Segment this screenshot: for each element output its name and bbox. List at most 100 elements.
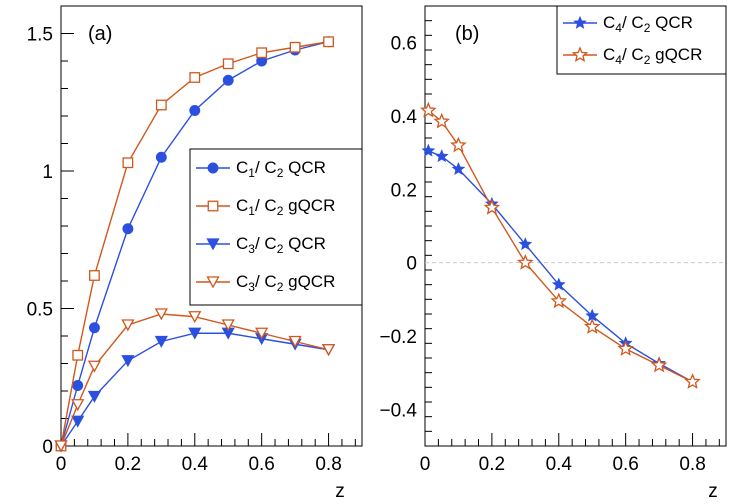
y-tick-label: 1.5 bbox=[27, 25, 53, 46]
data-point bbox=[121, 355, 135, 368]
legend-label-part: / C bbox=[255, 234, 277, 253]
data-point bbox=[551, 277, 566, 291]
data-point bbox=[450, 136, 467, 153]
x-tick-label: 0.6 bbox=[612, 454, 638, 475]
panel-label: (b) bbox=[455, 23, 479, 45]
legend-label: C4/ C2 QCR bbox=[603, 13, 693, 35]
x-tick-label: 0.4 bbox=[546, 454, 573, 475]
y-tick-label: 1 bbox=[42, 162, 53, 183]
x-axis-title: z bbox=[335, 481, 345, 502]
data-point bbox=[434, 149, 449, 163]
legend-label: C1/ C2 QCR bbox=[236, 158, 326, 180]
legend-box bbox=[556, 5, 727, 75]
x-tick-label: 0.8 bbox=[679, 454, 705, 475]
data-point bbox=[54, 440, 68, 453]
data-point bbox=[256, 47, 268, 59]
data-point bbox=[222, 58, 234, 70]
data-point bbox=[323, 36, 334, 48]
legend-label-part: QCR bbox=[283, 158, 326, 177]
data-point bbox=[188, 327, 202, 340]
data-point bbox=[420, 101, 437, 118]
legend-marker bbox=[207, 162, 219, 174]
legend-label-part: / C bbox=[622, 45, 644, 64]
data-point bbox=[87, 360, 102, 373]
legend-label-part: C bbox=[236, 196, 248, 215]
legend-marker bbox=[206, 276, 220, 289]
y-tick-label: −0.4 bbox=[379, 400, 417, 421]
data-point bbox=[89, 270, 100, 281]
legend-marker bbox=[573, 15, 587, 29]
data-point bbox=[518, 237, 533, 251]
legend-label-part: / C bbox=[622, 13, 644, 32]
panel-b: 0 0.2 0.4 0.6 0.8−0.4−0.200.20.40.6z(b)C4/ C… bbox=[379, 5, 727, 502]
data-point bbox=[421, 143, 436, 157]
data-point bbox=[87, 390, 102, 403]
series-c3-c2-gqcr bbox=[54, 308, 336, 453]
data-point bbox=[71, 415, 85, 428]
legend-label-subscript: 2 bbox=[644, 53, 651, 67]
x-tick-label: 0.8 bbox=[315, 454, 341, 475]
x-axis-title: z bbox=[708, 481, 718, 502]
legend-label-subscript: 1 bbox=[248, 204, 255, 218]
data-point bbox=[122, 223, 134, 235]
legend-entry: C1/ C2 gQCR bbox=[196, 196, 335, 218]
legend-label-part: C bbox=[236, 234, 248, 253]
data-point bbox=[122, 157, 134, 169]
legend-entry: C3/ C2 gQCR bbox=[196, 272, 335, 294]
legend-label-part: C bbox=[603, 13, 615, 32]
data-point bbox=[88, 322, 100, 334]
legend-label: C3/ C2 gQCR bbox=[236, 272, 335, 294]
series-c4-c2-gqcr bbox=[420, 101, 701, 389]
y-tick-label: 0.2 bbox=[391, 180, 417, 201]
series-line bbox=[60, 313, 329, 447]
legend-label-subscript: 3 bbox=[248, 280, 255, 294]
data-point bbox=[550, 292, 568, 309]
series-line bbox=[60, 332, 329, 447]
legend-entry: C1/ C2 QCR bbox=[196, 158, 326, 180]
x-tick-label: 0.6 bbox=[248, 454, 274, 475]
legend-label-subscript: 4 bbox=[615, 53, 622, 67]
legend-label-part: / C bbox=[255, 196, 277, 215]
y-tick-label: 0.4 bbox=[391, 107, 418, 128]
y-tick-label: 0.5 bbox=[27, 300, 53, 321]
legend-label-subscript: 1 bbox=[248, 166, 255, 180]
data-point bbox=[72, 349, 84, 361]
data-point bbox=[189, 105, 201, 116]
legend-box bbox=[189, 148, 363, 306]
legend-label-subscript: 2 bbox=[277, 280, 284, 294]
data-point bbox=[154, 335, 168, 348]
legend-entry: C4/ C2 QCR bbox=[563, 13, 693, 35]
x-tick-label: 0 bbox=[420, 454, 431, 475]
legend-label-part: C bbox=[236, 158, 248, 177]
series-line bbox=[60, 41, 329, 447]
legend-label-part: gQCR bbox=[283, 196, 335, 215]
legend-label-part: C bbox=[236, 272, 248, 291]
legend-marker bbox=[207, 200, 219, 212]
legend-label-part: C bbox=[603, 45, 615, 64]
legend-label-part: QCR bbox=[650, 13, 693, 32]
data-point bbox=[255, 327, 269, 340]
y-tick-label: 0.6 bbox=[391, 34, 417, 55]
legend-label-subscript: 2 bbox=[277, 166, 284, 180]
x-tick-label: 0.4 bbox=[182, 454, 209, 475]
legend-label-part: / C bbox=[255, 272, 277, 291]
data-point bbox=[433, 112, 450, 129]
y-tick-label: 0 bbox=[406, 254, 417, 275]
data-point bbox=[583, 318, 601, 334]
data-point bbox=[321, 344, 336, 357]
data-point bbox=[71, 399, 85, 412]
data-point bbox=[222, 74, 234, 86]
data-point bbox=[155, 99, 167, 111]
y-tick-label: 0 bbox=[42, 437, 53, 458]
data-point bbox=[121, 319, 135, 332]
data-point bbox=[483, 198, 501, 215]
legend-label: C3/ C2 QCR bbox=[236, 234, 326, 256]
legend-label: C4/ C2 gQCR bbox=[603, 45, 702, 67]
legend-label-subscript: 4 bbox=[615, 21, 622, 35]
legend-entry: C4/ C2 gQCR bbox=[563, 45, 702, 67]
data-point bbox=[188, 311, 202, 324]
